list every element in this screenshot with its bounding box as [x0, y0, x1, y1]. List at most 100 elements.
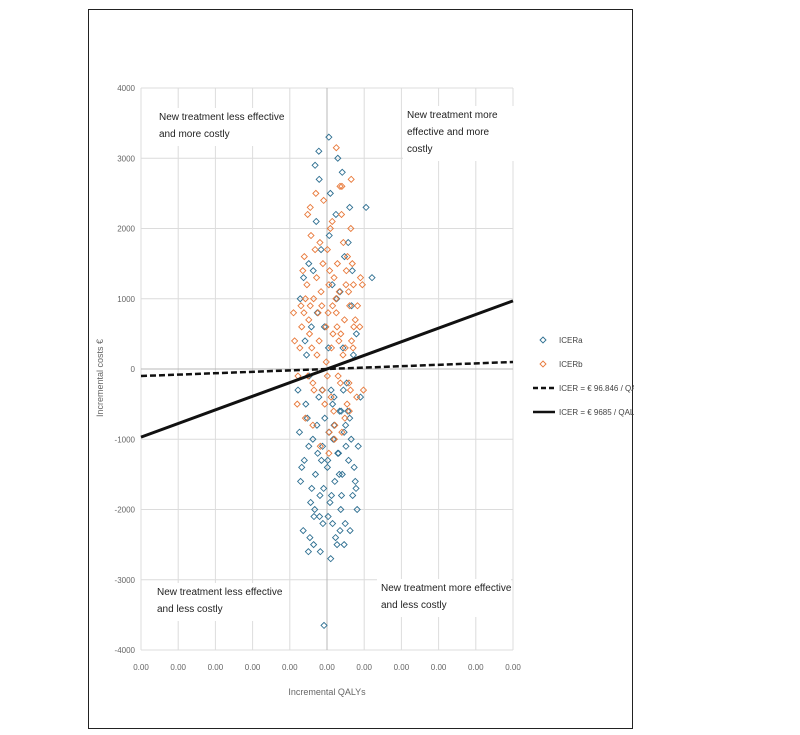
point-icera — [328, 400, 337, 408]
point-icera — [337, 407, 345, 415]
point-icera — [314, 449, 322, 457]
point-icerb — [301, 414, 310, 422]
point-icerb — [318, 386, 327, 394]
point-icerb — [346, 386, 355, 394]
point-icera — [333, 540, 341, 549]
point-icera — [334, 449, 342, 457]
point-icerb — [318, 302, 326, 310]
point-icerb — [335, 337, 343, 345]
point-icera — [316, 548, 324, 556]
point-icerb — [349, 344, 357, 352]
y-tick-label: 4000 — [117, 84, 135, 93]
point-icera — [340, 428, 348, 436]
quadrant-label-line: New treatment less effective — [159, 112, 285, 123]
point-icerb — [343, 252, 352, 261]
point-icera — [310, 512, 318, 521]
point-icera — [352, 330, 361, 338]
point-icerb — [350, 323, 358, 331]
point-icera — [326, 498, 334, 507]
icer-lines — [140, 299, 514, 439]
point-icerb — [308, 344, 316, 352]
quadrant-label-line: costly — [407, 144, 433, 155]
point-icera — [344, 456, 353, 464]
point-icera — [334, 154, 342, 162]
point-icerb — [300, 309, 308, 317]
point-icerb — [317, 288, 325, 296]
point-icerb — [306, 302, 314, 310]
point-icerb — [356, 274, 365, 282]
point-icerb — [297, 302, 305, 310]
point-icera — [325, 133, 333, 141]
point-icera — [337, 505, 345, 514]
point-icera — [347, 302, 356, 310]
point-icera — [326, 189, 334, 198]
point-icerb — [305, 316, 313, 324]
point-icera — [315, 512, 324, 521]
point-icera — [312, 217, 320, 226]
point-icera — [300, 456, 308, 464]
point-icera — [330, 421, 338, 429]
x-tick-label: 0.00 — [394, 663, 410, 672]
point-icera — [346, 526, 354, 535]
point-icerb — [337, 210, 346, 219]
point-icerb — [347, 224, 355, 233]
point-icerb — [358, 281, 366, 289]
quadrant-label-line: and less costly — [157, 604, 223, 615]
point-icera — [306, 533, 314, 542]
point-icerb — [307, 231, 315, 240]
point-icerb — [345, 407, 353, 415]
point-icera — [320, 484, 328, 493]
point-icera — [317, 245, 325, 254]
point-icera — [302, 400, 310, 408]
y-tick-label: -1000 — [115, 435, 136, 444]
point-icerb — [310, 386, 318, 394]
point-icera — [368, 274, 376, 282]
y-tick-label: 2000 — [117, 225, 135, 234]
quadrant-label-bottom-left: New treatment less effective and less cos… — [157, 587, 283, 615]
point-icerb — [332, 309, 340, 317]
point-icerb — [359, 386, 368, 394]
point-icerb — [305, 330, 314, 338]
point-icerb — [323, 372, 332, 380]
point-icera — [321, 414, 329, 422]
quadrant-label-backdrop — [155, 108, 289, 146]
legend-label: ICER = € 9685 / QALY — [559, 408, 634, 417]
point-icerb — [328, 217, 336, 226]
point-icera — [362, 203, 370, 212]
point-icerb — [325, 267, 334, 275]
y-axis-ticks: 4000 3000 2000 1000 0 -1000 -2000 -3000 -4000 — [115, 84, 136, 655]
point-icerb — [314, 309, 322, 317]
point-icera — [353, 505, 361, 514]
point-icerb — [356, 323, 364, 331]
y-tick-label: -3000 — [115, 576, 136, 585]
point-icerb — [333, 259, 342, 268]
point-icerb — [312, 274, 321, 282]
point-icerb — [309, 379, 317, 387]
point-icera — [308, 484, 316, 493]
point-icera — [324, 456, 332, 464]
point-icerb — [353, 302, 362, 310]
point-icerb — [299, 267, 307, 275]
x-tick-label: 0.00 — [505, 663, 521, 672]
quadrant-labels: New treatment less effective and more cos… — [153, 106, 537, 621]
point-icerb — [312, 189, 320, 198]
x-tick-label: 0.00 — [319, 663, 335, 672]
point-icera — [307, 323, 316, 331]
point-icerb — [351, 316, 359, 324]
point-icera — [295, 428, 304, 436]
point-icerb — [304, 210, 312, 219]
y-tick-label: 1000 — [117, 295, 135, 304]
quadrant-label-backdrop — [377, 579, 511, 617]
point-icera — [327, 386, 335, 394]
point-icerb — [329, 330, 337, 338]
point-icera — [349, 491, 357, 500]
point-icerb — [316, 238, 324, 247]
y-tick-label: -4000 — [115, 646, 136, 655]
point-icera — [339, 386, 348, 394]
x-tick-label: 0.00 — [431, 663, 447, 672]
quadrant-label-line: New treatment less effective — [157, 587, 283, 598]
point-icera — [335, 470, 343, 479]
point-icera — [311, 470, 320, 479]
point-icerb — [326, 224, 334, 233]
quadrant-label-top-left: New treatment less effective and more cos… — [159, 112, 285, 140]
